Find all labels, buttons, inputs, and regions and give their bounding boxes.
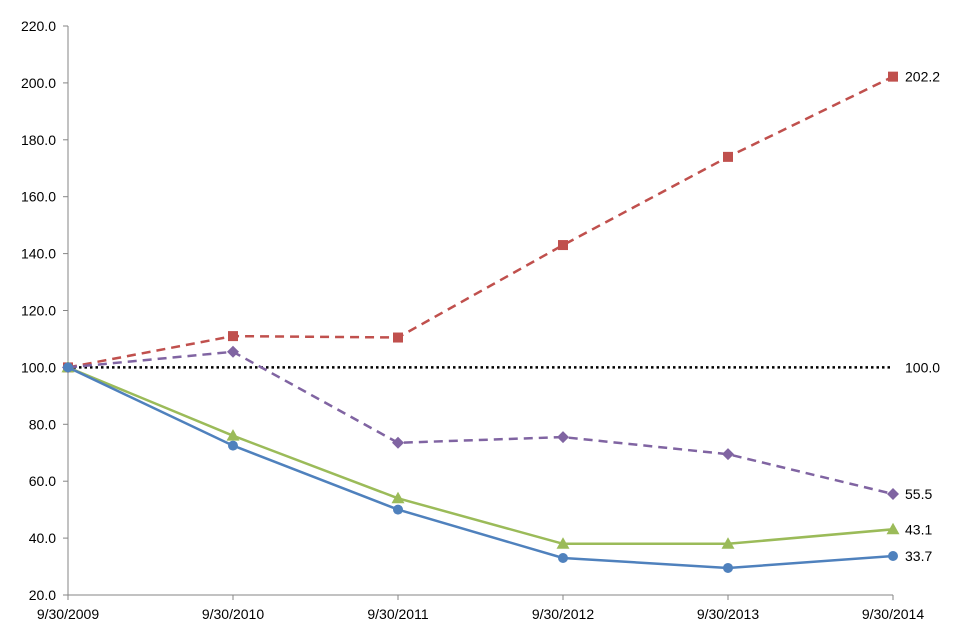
data-point-square [558, 240, 568, 251]
y-tick-label: 200.0 [21, 75, 56, 91]
data-point-circle [393, 504, 403, 515]
data-point-diamond [392, 436, 404, 449]
y-tick-label: 160.0 [21, 189, 56, 205]
y-tick-label: 20.0 [29, 587, 56, 603]
y-tick-label: 120.0 [21, 303, 56, 319]
data-point-diamond [557, 431, 569, 444]
x-tick-label: 9/30/2010 [202, 606, 264, 622]
y-tick-label: 40.0 [29, 530, 56, 546]
data-point-circle [228, 440, 238, 451]
series-end-label: 202.2 [905, 69, 940, 85]
data-point-triangle [391, 491, 405, 504]
data-point-diamond [227, 345, 239, 358]
data-point-diamond [887, 488, 899, 501]
labels-group: 202.2 55.5 43.1 33.7 [905, 69, 940, 564]
data-point-square [228, 331, 238, 342]
series-end-label: 55.5 [905, 486, 932, 502]
series-group [61, 71, 900, 573]
y-tick-label: 220.0 [21, 18, 56, 34]
reference-line-label: 100.0 [905, 359, 940, 375]
y-tick-label: 100.0 [21, 359, 56, 375]
reference-line-group: 100.0 [68, 359, 940, 375]
data-point-circle [558, 553, 568, 564]
series-line-1 [67, 350, 894, 496]
series-end-label: 33.7 [905, 548, 932, 564]
data-point-triangle [886, 522, 900, 535]
data-point-square [888, 71, 898, 82]
series-end-label: 43.1 [905, 521, 932, 537]
data-point-square [723, 151, 733, 162]
data-point-diamond [722, 448, 734, 461]
data-point-circle [63, 362, 73, 373]
series-line-3 [67, 366, 894, 570]
y-tick-label: 180.0 [21, 132, 56, 148]
x-tick-label: 9/30/2009 [37, 606, 99, 622]
data-point-circle [888, 551, 898, 562]
x-tick-label: 9/30/2011 [367, 606, 428, 622]
x-tick-label: 9/30/2013 [697, 606, 759, 622]
y-tick-label: 140.0 [21, 246, 56, 262]
data-point-circle [723, 562, 733, 573]
y-tick-label: 80.0 [29, 416, 56, 432]
x-tick-label: 9/30/2012 [532, 606, 594, 622]
data-point-triangle [226, 429, 240, 441]
series-line-2 [67, 366, 894, 546]
axes: 20.0 40.0 60.0 80.0 100.0 120.0 140.0 160.0 180.… [21, 18, 924, 622]
data-point-triangle [556, 537, 570, 549]
x-tick-label: 9/30/2014 [862, 606, 924, 622]
data-point-triangle [721, 537, 735, 549]
data-point-square [393, 332, 403, 343]
y-tick-label: 60.0 [29, 473, 56, 489]
series-line-0 [67, 75, 894, 369]
